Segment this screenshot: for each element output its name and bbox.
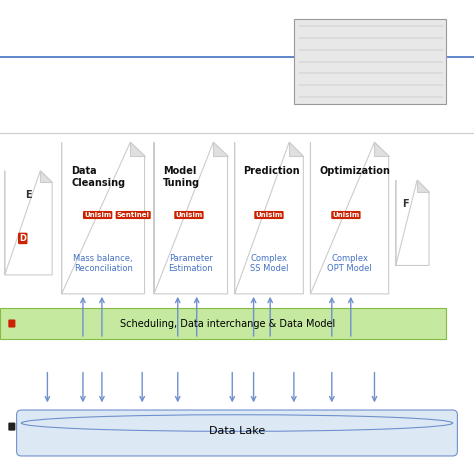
- Polygon shape: [130, 142, 145, 156]
- Text: Parameter
Estimation: Parameter Estimation: [168, 254, 213, 273]
- Polygon shape: [310, 142, 389, 294]
- Text: Prediction: Prediction: [243, 166, 300, 176]
- Text: D: D: [19, 234, 26, 243]
- Polygon shape: [40, 171, 52, 182]
- Text: Data Lake: Data Lake: [209, 426, 265, 437]
- Polygon shape: [289, 142, 303, 156]
- FancyBboxPatch shape: [17, 410, 457, 456]
- Polygon shape: [374, 142, 389, 156]
- Polygon shape: [213, 142, 228, 156]
- Text: E: E: [25, 190, 32, 200]
- FancyBboxPatch shape: [0, 308, 446, 339]
- Text: Unisim: Unisim: [175, 212, 202, 218]
- Text: Data
Cleansing: Data Cleansing: [72, 166, 126, 188]
- Text: Model
Tuning: Model Tuning: [163, 166, 200, 188]
- Polygon shape: [154, 142, 228, 294]
- Text: Unisim: Unisim: [84, 212, 111, 218]
- Polygon shape: [235, 142, 303, 294]
- Text: Complex
SS Model: Complex SS Model: [250, 254, 288, 273]
- Text: F: F: [402, 199, 409, 209]
- Text: Complex
OPT Model: Complex OPT Model: [327, 254, 372, 273]
- Text: Unisim: Unisim: [255, 212, 283, 218]
- Polygon shape: [62, 142, 145, 294]
- Polygon shape: [396, 180, 429, 265]
- Ellipse shape: [21, 415, 453, 431]
- Polygon shape: [417, 180, 429, 192]
- FancyBboxPatch shape: [294, 19, 446, 104]
- Text: Sentinel: Sentinel: [117, 212, 150, 218]
- Text: Mass balance,
Reconciliation: Mass balance, Reconciliation: [73, 254, 133, 273]
- Polygon shape: [5, 171, 52, 275]
- Text: Unisim: Unisim: [332, 212, 360, 218]
- Text: Scheduling, Data interchange & Data Model: Scheduling, Data interchange & Data Mode…: [120, 319, 335, 328]
- Text: Optimization: Optimization: [320, 166, 391, 176]
